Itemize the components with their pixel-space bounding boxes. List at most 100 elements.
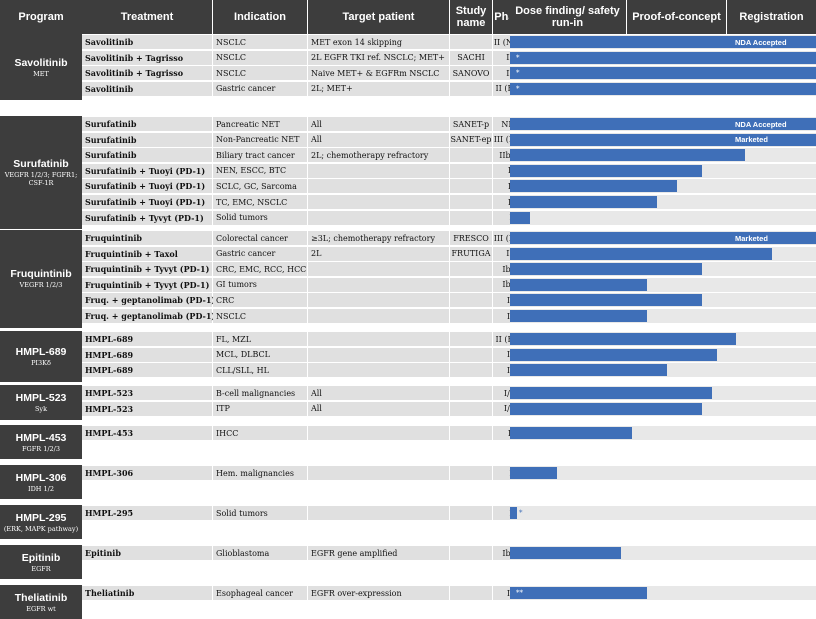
program-name: HMPL-689 <box>15 345 67 358</box>
progress-bar <box>510 387 712 399</box>
treatment-cell: HMPL-453 <box>82 426 212 440</box>
target-patient-cell <box>308 195 449 209</box>
target-patient-cell: ≥3L; chemotherapy refractory <box>308 231 449 245</box>
bar-track <box>510 210 816 225</box>
study-cell: SACHI <box>450 50 492 65</box>
indication-cell: Gastric cancer <box>213 81 307 96</box>
indication-cell: FL, MZL <box>213 332 307 346</box>
indication-cell: NSCLC <box>213 50 307 65</box>
bar-label: NDA Accepted <box>735 37 787 47</box>
target-patient-cell <box>308 163 449 178</box>
table-row: Fruq. + geptanolimab (PD-1)NSCLCIb <box>82 309 816 323</box>
indication-cell: Colorectal cancer <box>213 231 307 245</box>
study-cell <box>450 293 492 308</box>
target-patient-cell: 2L <box>308 246 449 261</box>
progress-bar <box>510 402 702 415</box>
progress-bar <box>510 211 530 224</box>
program-label: Epitinib EGFR <box>0 545 82 579</box>
progress-bar <box>510 263 702 276</box>
header-treatment: Treatment <box>82 0 212 34</box>
table-header: Program Treatment Indication Target pati… <box>0 0 816 34</box>
indication-cell: Biliary tract cancer <box>213 148 307 163</box>
program-target: Syk <box>34 405 48 414</box>
bar-track <box>510 506 816 520</box>
treatment-cell: HMPL-523 <box>82 386 212 400</box>
study-cell: SANET-ep <box>450 132 492 147</box>
study-cell: SANET-p <box>450 117 492 131</box>
progress-bar <box>510 348 717 361</box>
treatment-cell: Surufatinib + Tyvyt (PD-1) <box>82 210 212 225</box>
treatment-cell: Surufatinib + Tuoyi (PD-1) <box>82 163 212 178</box>
program-target: VEGFR 1/2/3 <box>19 281 63 290</box>
study-cell <box>450 309 492 323</box>
indication-cell: NSCLC <box>213 35 307 49</box>
bar-label: Marketed <box>735 135 768 145</box>
program-name: HMPL-306 <box>15 471 67 484</box>
target-patient-cell <box>308 332 449 346</box>
progress-bar <box>510 149 745 162</box>
target-patient-cell: All <box>308 132 449 147</box>
indication-cell: TC, EMC, NSCLC <box>213 195 307 209</box>
study-cell <box>450 466 492 480</box>
progress-bar <box>510 232 816 244</box>
header-indication: Indication <box>213 0 307 34</box>
treatment-cell: Fruquintinib + Taxol <box>82 246 212 261</box>
target-patient-cell: 2L; MET+ <box>308 81 449 96</box>
progress-bar <box>510 36 816 48</box>
treatment-cell: Fruq. + geptanolimab (PD-1) <box>82 293 215 308</box>
treatment-cell: Theliatinib <box>82 586 212 600</box>
target-patient-cell <box>308 309 449 323</box>
progress-bar <box>510 547 622 559</box>
target-patient-cell <box>308 262 449 277</box>
table-row: Fruquintinib + Taxol Gastric cancer 2L FRUT… <box>82 246 816 261</box>
target-patient-cell <box>308 293 449 308</box>
program-name: HMPL-453 <box>15 431 67 444</box>
indication-cell: IHCC <box>213 426 307 440</box>
study-cell <box>450 81 492 96</box>
bar-footnote-mark: * <box>516 69 520 78</box>
progress-bar <box>510 587 647 599</box>
indication-cell: MCL, DLBCL <box>213 347 307 362</box>
progress-bar <box>510 164 702 177</box>
progress-bar <box>510 118 816 130</box>
study-cell <box>450 426 492 440</box>
treatment-cell: HMPL-689 <box>82 332 212 346</box>
study-cell: SANOVO <box>450 66 492 81</box>
bar-footnote-mark: * <box>516 84 520 93</box>
study-cell <box>450 401 492 416</box>
program-name: Savolitinib <box>14 56 68 69</box>
treatment-cell: Surufatinib <box>82 148 212 163</box>
table-row: Surufatinib Biliary tract cancer 2L; chemo… <box>82 148 816 163</box>
table-row: Surufatinib + Tyvyt (PD-1)Solid tumorsI <box>82 210 816 225</box>
program-name: Epitinib <box>21 551 61 564</box>
target-patient-cell <box>308 426 449 440</box>
table-row: Theliatinib Esophageal cancer EGFR over-ex… <box>82 586 816 600</box>
target-patient-cell: EGFR gene amplified <box>308 546 449 560</box>
treatment-cell: Fruq. + geptanolimab (PD-1) <box>82 309 215 323</box>
header-registration: Registration <box>727 0 816 34</box>
header-study-name: Study name <box>450 0 492 34</box>
program-target: IDH 1/2 <box>28 484 54 493</box>
indication-cell: CRC <box>213 293 307 308</box>
progress-bar <box>510 51 816 64</box>
table-row: HMPL-523ITPAllI/Ib <box>82 401 816 416</box>
treatment-cell: Surufatinib <box>82 132 212 147</box>
treatment-cell: Fruquintinib + Tyvyt (PD-1) <box>82 262 212 277</box>
study-cell <box>450 262 492 277</box>
table-row: Surufatinib + Tuoyi (PD-1) SCLC, GC, Sarc… <box>82 179 816 194</box>
table-row: HMPL-453IHCCII <box>82 426 816 440</box>
treatment-cell: Fruquintinib <box>82 231 212 245</box>
program-label: Savolitinib MET <box>0 34 82 101</box>
program-label: HMPL-453 FGFR 1/2/3 <box>0 425 82 459</box>
study-cell <box>450 148 492 163</box>
bar-track <box>510 466 816 480</box>
program-target: FGFR 1/2/3 <box>22 444 60 453</box>
indication-cell: Pancreatic NET <box>213 117 307 131</box>
program-name: HMPL-295 <box>15 511 67 524</box>
progress-bar <box>510 180 677 193</box>
